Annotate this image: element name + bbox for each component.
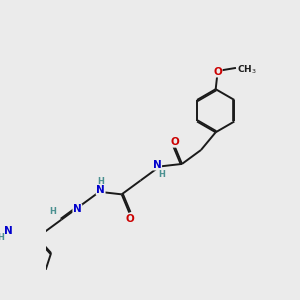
Text: O: O bbox=[213, 67, 222, 77]
Text: N: N bbox=[73, 204, 82, 214]
Text: N: N bbox=[153, 160, 161, 170]
Text: O: O bbox=[170, 137, 179, 147]
Text: N: N bbox=[4, 226, 13, 236]
Text: H: H bbox=[49, 207, 56, 216]
Text: H: H bbox=[158, 170, 165, 179]
Text: H: H bbox=[0, 232, 4, 242]
Text: CH$_3$: CH$_3$ bbox=[237, 63, 257, 76]
Text: H: H bbox=[97, 177, 104, 186]
Text: N: N bbox=[96, 185, 105, 195]
Text: O: O bbox=[125, 214, 134, 224]
